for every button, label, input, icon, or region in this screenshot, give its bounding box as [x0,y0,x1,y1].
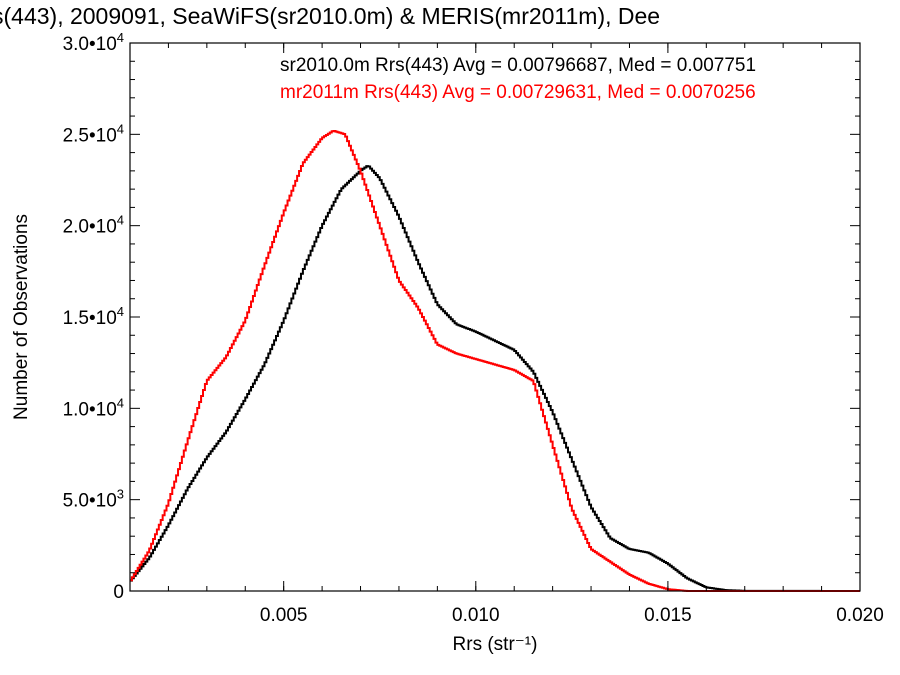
plot-frame [129,42,861,592]
legend-entry-sr2010: sr2010.0m Rrs(443) Avg = 0.00796687, Med… [280,55,756,76]
y-tick-label: 1.0•104 [63,395,124,420]
x-tick-label: 0.005 [260,605,308,626]
y-tick-label: 0 [113,582,124,603]
x-axis-ticks: 0.005 0.010 0.015 0.020 [129,43,884,626]
x-tick-label: 0.020 [836,605,884,626]
y-axis-label: Number of Observations [11,214,32,420]
series-line-mr2011m [130,129,860,592]
x-axis-label: Rrs (str⁻¹) [453,634,538,655]
chart-title: s(443), 2009091, SeaWiFS(sr2010.0m) & ME… [0,3,660,29]
series-line-sr2010.0m [130,165,860,592]
legend-entry-mr2011: mr2011m Rrs(443) Avg = 0.00729631, Med =… [280,82,756,103]
y-tick-label: 3.0•104 [63,30,124,55]
x-tick-label: 0.010 [452,605,500,626]
y-axis-ticks: 0 5.0•103 1.0•104 1.5•104 2.0•104 2.5•104 3.0•… [63,30,860,603]
y-tick-label: 1.5•104 [63,304,124,329]
x-tick-label: 0.015 [644,605,692,626]
series-layer [130,129,860,592]
y-tick-label: 2.0•104 [63,213,124,238]
y-tick-label: 5.0•103 [63,487,124,512]
y-tick-label: 2.5•104 [63,121,124,146]
